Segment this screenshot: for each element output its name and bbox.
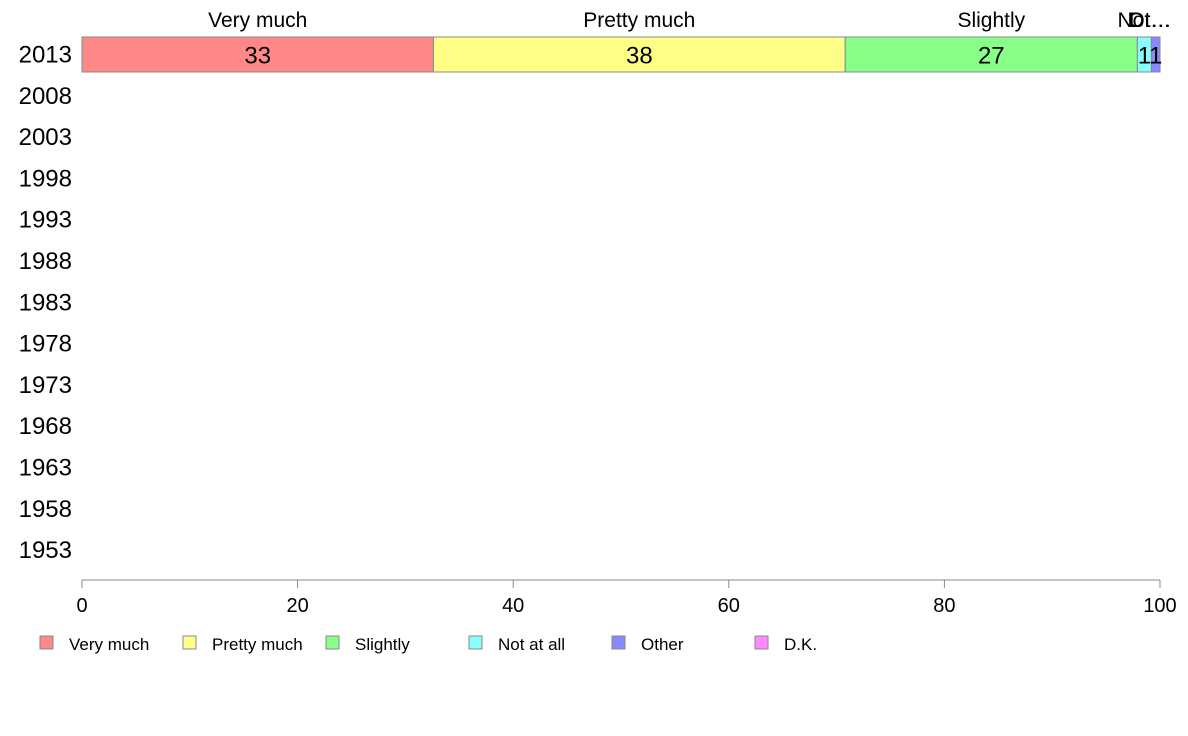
bar-value-label: 1 bbox=[1138, 43, 1151, 70]
x-tick-label: 40 bbox=[502, 595, 524, 617]
bar-value-label: 38 bbox=[626, 43, 653, 70]
year-label: 1983 bbox=[19, 289, 72, 316]
bar-segment bbox=[844, 36, 1138, 73]
legend-label: Very much bbox=[69, 635, 149, 654]
legend-label: Slightly bbox=[355, 635, 410, 654]
x-tick-label: 0 bbox=[76, 595, 87, 617]
year-label: 1973 bbox=[19, 372, 72, 399]
year-label: 1998 bbox=[19, 165, 72, 192]
bar-segment bbox=[81, 36, 434, 73]
bar-segment bbox=[432, 36, 846, 73]
legend-swatch bbox=[611, 635, 626, 650]
legend-swatch bbox=[39, 635, 54, 650]
x-tick-label: 80 bbox=[933, 595, 955, 617]
year-label: 1968 bbox=[19, 413, 72, 440]
year-label: 2013 bbox=[19, 42, 72, 69]
legend-label: D.K. bbox=[784, 635, 817, 654]
x-tick-label: 100 bbox=[1143, 595, 1176, 617]
year-label: 1963 bbox=[19, 455, 72, 482]
legend-label: Not at all bbox=[498, 635, 565, 654]
segment-top-label: Not… bbox=[1118, 9, 1172, 32]
segment-top-label: Pretty much bbox=[583, 9, 695, 32]
segment-top-label: D.… bbox=[1129, 9, 1171, 32]
bar-segment bbox=[1150, 36, 1161, 73]
x-tick-label: 60 bbox=[718, 595, 740, 617]
legend-swatch bbox=[182, 635, 197, 650]
year-label: 1958 bbox=[19, 496, 72, 523]
year-label: 1988 bbox=[19, 248, 72, 275]
legend-swatch bbox=[754, 635, 769, 650]
x-tick-label: 20 bbox=[286, 595, 308, 617]
segment-top-label: Slightly bbox=[957, 9, 1025, 32]
segment-top-label: Ot… bbox=[1128, 9, 1171, 32]
year-label: 2003 bbox=[19, 124, 72, 151]
segment-top-label: Very much bbox=[208, 9, 307, 32]
year-label: 1993 bbox=[19, 207, 72, 234]
year-label: 2008 bbox=[19, 83, 72, 110]
legend-swatch bbox=[468, 635, 483, 650]
legend-label: Other bbox=[641, 635, 684, 654]
year-label: 1978 bbox=[19, 331, 72, 358]
legend-label: Pretty much bbox=[212, 635, 303, 654]
year-label: 1953 bbox=[19, 537, 72, 564]
bar-value-label: 33 bbox=[244, 43, 271, 70]
bar-value-label: 1 bbox=[1149, 43, 1162, 70]
legend-swatch bbox=[325, 635, 340, 650]
bar-value-label: 27 bbox=[978, 43, 1005, 70]
